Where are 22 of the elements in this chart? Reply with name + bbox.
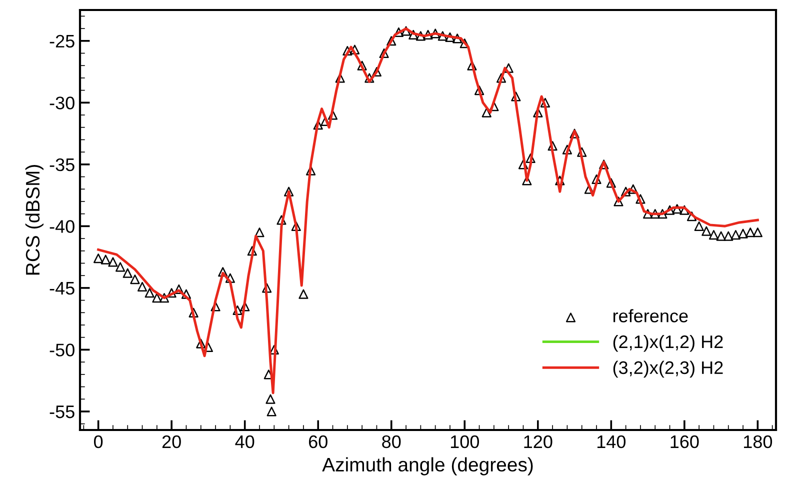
x-tick-label: 60: [308, 435, 328, 448]
x-axis-title: Azimuth angle (degrees): [322, 457, 533, 476]
legend-label: (3,2)x(2,3) H2: [613, 360, 723, 378]
x-tick-label: 0: [94, 435, 103, 448]
x-tick-label: 20: [162, 435, 181, 448]
x-tick-label: 160: [670, 435, 699, 448]
y-tick-label: -45: [50, 282, 74, 295]
legend-label: (2,1)x(1,2) H2: [613, 334, 723, 352]
y-tick-label: -25: [50, 34, 74, 48]
y-tick-label: -35: [50, 158, 74, 172]
y-tick-label: -55: [50, 406, 74, 418]
x-tick-label: 40: [235, 435, 254, 448]
x-tick-label: 140: [597, 435, 626, 448]
x-tick-label: 80: [382, 435, 401, 448]
x-tick-label: 100: [450, 435, 479, 448]
y-tick-label: -50: [50, 344, 74, 356]
y-tick-label: -30: [50, 96, 74, 110]
x-tick-label: 120: [524, 435, 552, 448]
y-tick-label: -40: [50, 220, 74, 233]
y-axis-title: RCS (dBSM): [25, 165, 44, 275]
x-tick-label: 180: [744, 435, 772, 448]
legend-label: reference: [613, 309, 688, 322]
